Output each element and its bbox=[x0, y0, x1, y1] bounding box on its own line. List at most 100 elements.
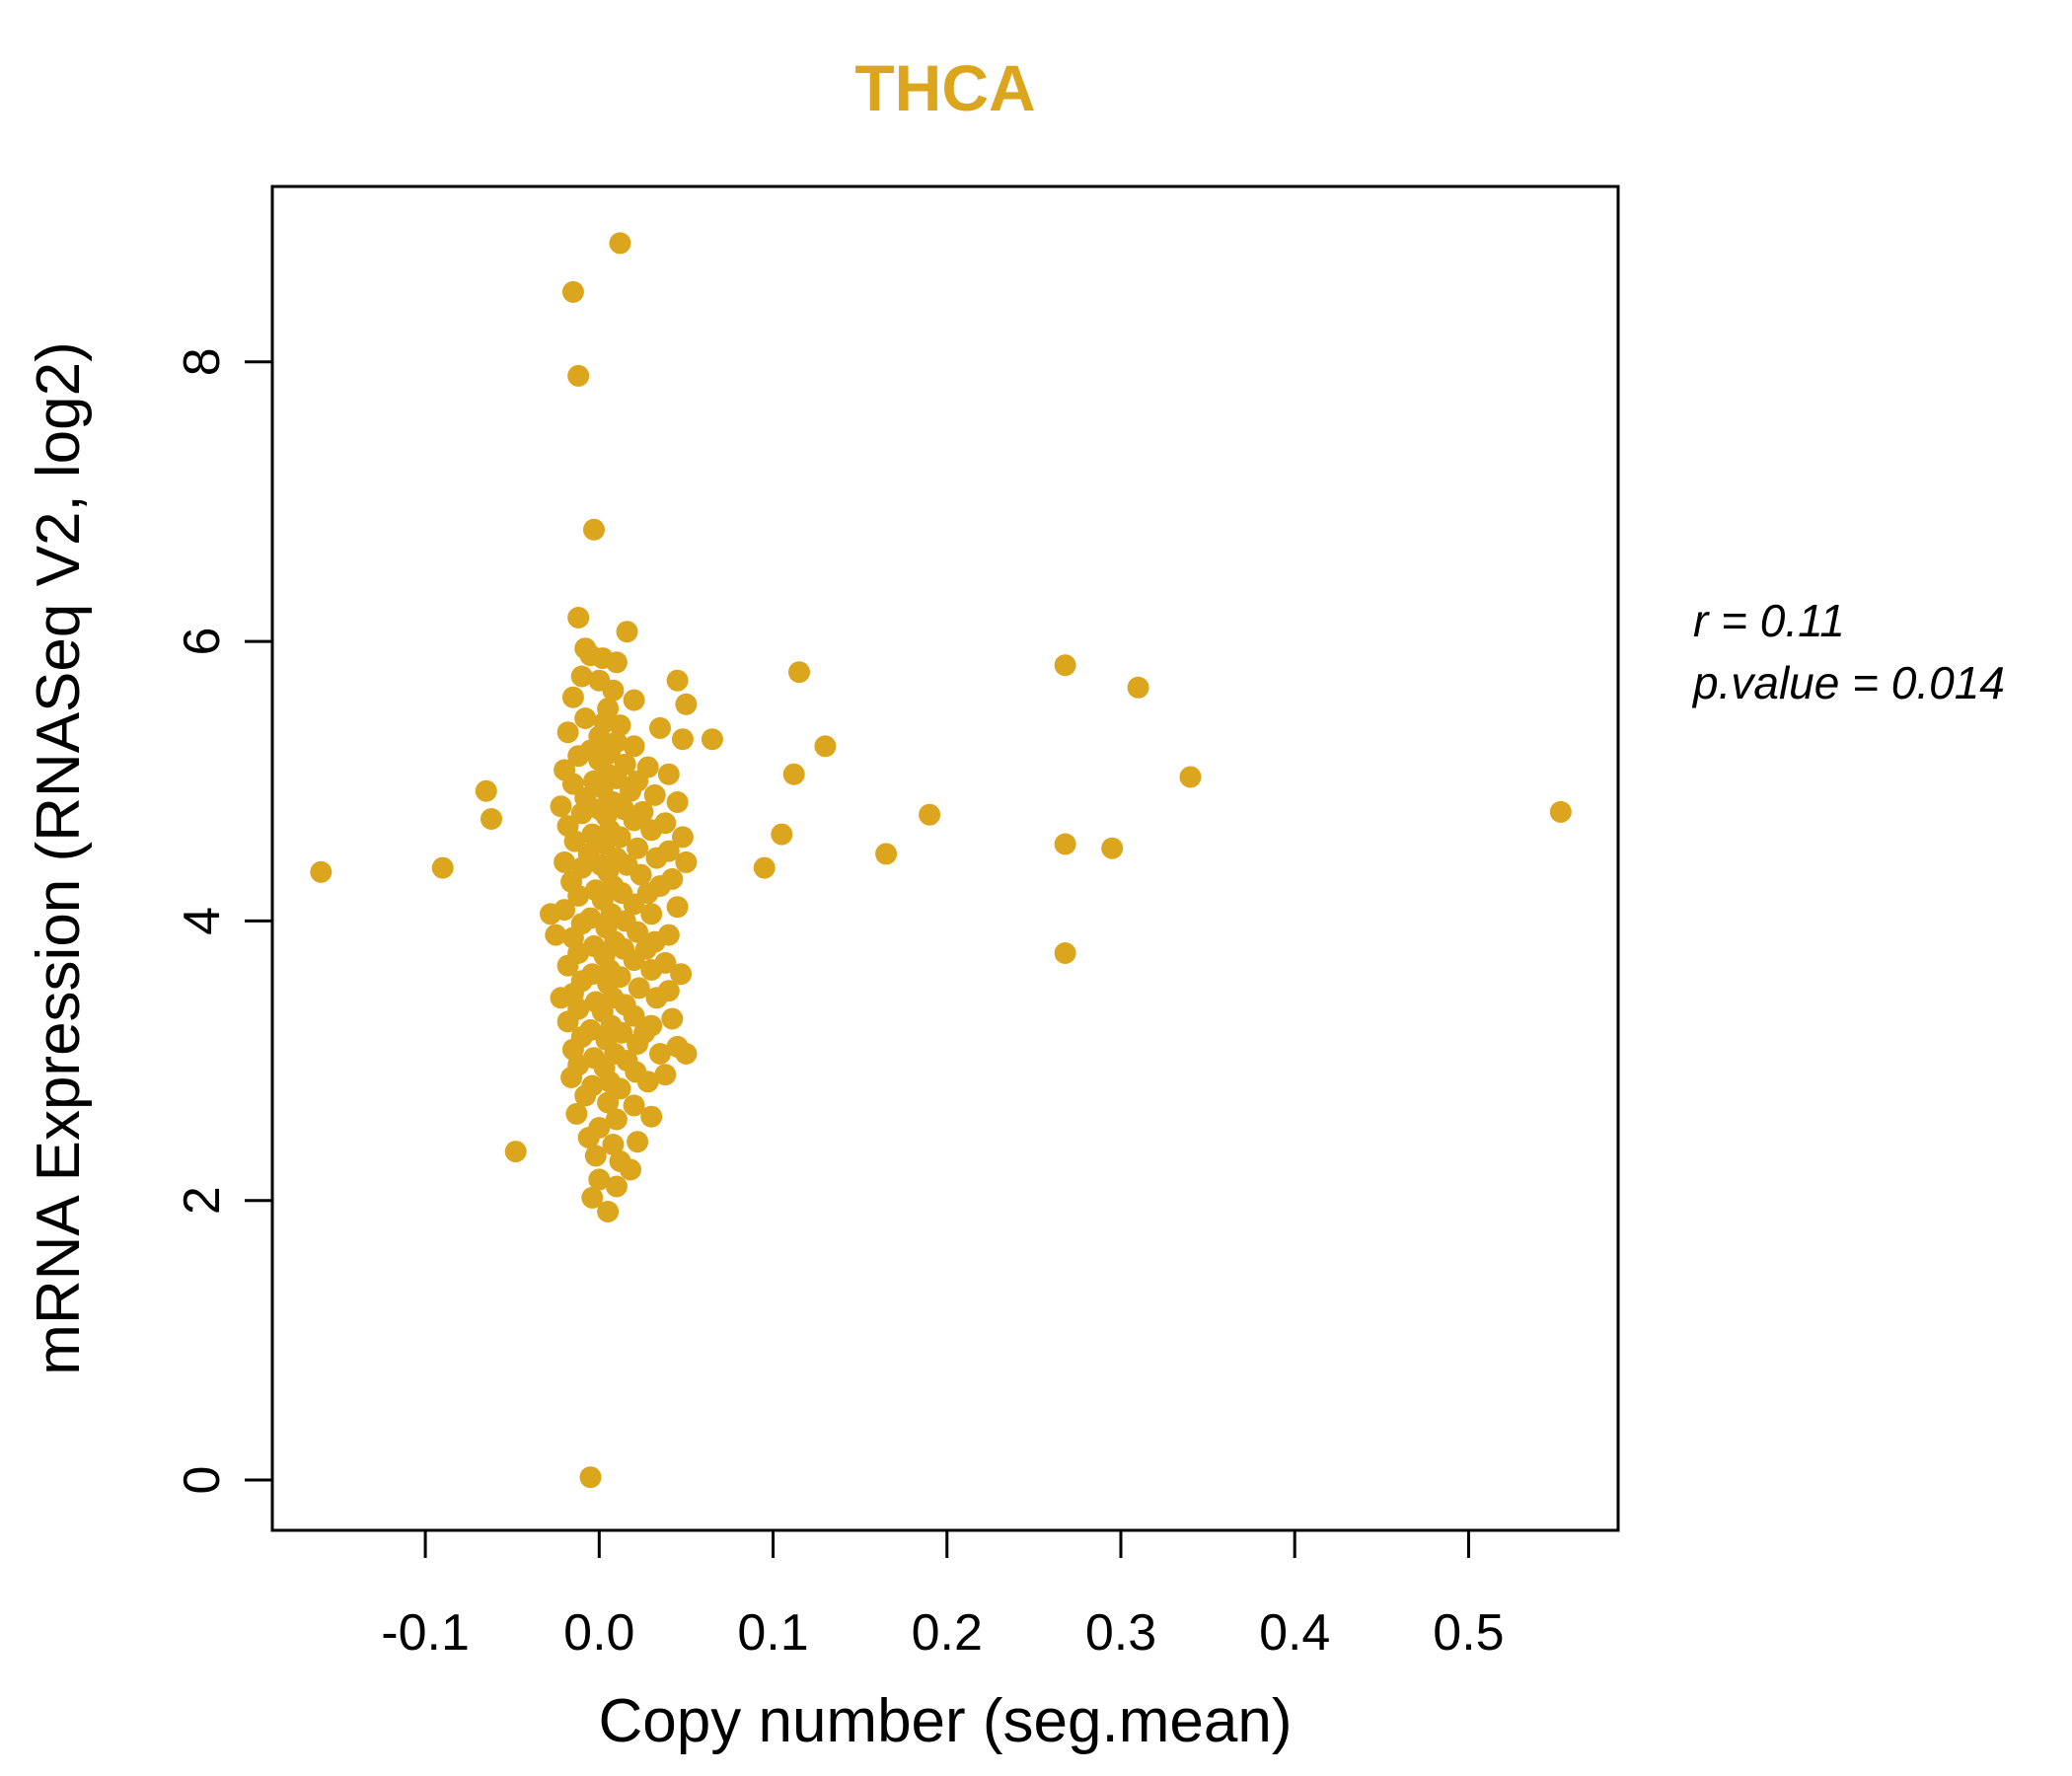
p-value-annotation: p.value = 0.014 bbox=[1691, 657, 2005, 708]
data-point bbox=[556, 721, 579, 744]
data-point bbox=[628, 977, 650, 999]
r-value-annotation: r = 0.11 bbox=[1693, 595, 1845, 646]
y-tick-label: 0 bbox=[174, 1466, 231, 1495]
data-point bbox=[605, 1175, 628, 1198]
x-tick-label: 0.5 bbox=[1433, 1604, 1504, 1662]
data-point bbox=[623, 893, 645, 916]
data-point bbox=[814, 735, 837, 758]
data-point bbox=[588, 1168, 611, 1191]
data-point bbox=[643, 783, 666, 806]
data-point bbox=[629, 863, 652, 886]
data-point bbox=[919, 803, 941, 826]
data-point bbox=[620, 1158, 641, 1181]
data-point bbox=[671, 728, 694, 751]
x-axis-ticks: -0.1 0.0 0.1 0.2 0.3 0.4 0.5 bbox=[381, 1530, 1505, 1662]
data-point bbox=[670, 963, 693, 986]
plot-area-border bbox=[270, 185, 1620, 1532]
data-point bbox=[475, 779, 497, 802]
x-axis-label: Copy number (seg.mean) bbox=[599, 1687, 1293, 1755]
data-point bbox=[561, 686, 584, 708]
data-point bbox=[431, 856, 454, 879]
data-point bbox=[581, 1186, 604, 1209]
y-axis-label: mRNA Expression (RNASeq V2, log2) bbox=[25, 341, 93, 1375]
data-point bbox=[567, 745, 590, 768]
data-point bbox=[481, 808, 502, 830]
data-point bbox=[583, 518, 605, 541]
data-point bbox=[640, 959, 663, 981]
data-point bbox=[597, 1201, 620, 1222]
data-point bbox=[609, 1077, 631, 1100]
data-point bbox=[675, 851, 698, 873]
data-point bbox=[560, 1067, 583, 1088]
data-point bbox=[616, 621, 638, 643]
y-axis-ticks: 0 2 4 6 8 bbox=[174, 347, 272, 1494]
data-point bbox=[579, 644, 602, 667]
data-point bbox=[640, 903, 663, 925]
data-point bbox=[771, 823, 793, 846]
data-point bbox=[574, 1084, 597, 1107]
data-point bbox=[875, 843, 898, 865]
data-point bbox=[649, 716, 671, 739]
data-point bbox=[570, 802, 593, 825]
data-point bbox=[645, 987, 668, 1009]
data-point bbox=[574, 707, 597, 729]
data-point bbox=[657, 763, 680, 785]
data-point bbox=[1549, 800, 1572, 823]
data-point bbox=[545, 924, 567, 946]
data-point bbox=[645, 847, 668, 869]
data-point bbox=[605, 1108, 628, 1131]
data-point bbox=[627, 921, 649, 943]
data-point bbox=[1179, 766, 1202, 788]
data-point bbox=[623, 735, 645, 758]
data-point bbox=[556, 954, 579, 977]
data-point bbox=[623, 689, 645, 711]
data-point bbox=[567, 364, 590, 387]
data-point bbox=[584, 1145, 607, 1167]
data-points bbox=[310, 232, 1572, 1489]
data-point bbox=[563, 830, 586, 852]
data-point bbox=[623, 1004, 645, 1027]
data-point bbox=[666, 669, 689, 692]
data-point bbox=[577, 1127, 600, 1148]
data-point bbox=[609, 232, 631, 255]
x-tick-label: -0.1 bbox=[381, 1604, 470, 1662]
y-tick-label: 2 bbox=[174, 1186, 231, 1215]
data-point bbox=[565, 1102, 588, 1125]
data-point bbox=[671, 826, 694, 849]
data-point bbox=[1054, 654, 1076, 677]
data-point bbox=[597, 1091, 620, 1114]
data-point bbox=[620, 779, 641, 802]
data-point bbox=[666, 791, 689, 813]
data-point bbox=[788, 661, 810, 684]
data-point bbox=[666, 896, 689, 919]
data-point bbox=[567, 607, 590, 629]
data-point bbox=[550, 987, 572, 1009]
data-point bbox=[701, 728, 723, 751]
data-point bbox=[623, 949, 645, 972]
data-point bbox=[602, 679, 625, 702]
data-point bbox=[661, 1007, 684, 1030]
data-point bbox=[753, 856, 776, 879]
x-tick-label: 0.1 bbox=[737, 1604, 808, 1662]
y-tick-label: 6 bbox=[174, 628, 231, 656]
x-tick-label: 0.0 bbox=[563, 1604, 634, 1662]
data-point bbox=[640, 1105, 663, 1128]
y-tick-label: 8 bbox=[174, 347, 231, 376]
data-point bbox=[310, 860, 333, 883]
chart-title: THCA bbox=[854, 51, 1035, 124]
y-tick-label: 4 bbox=[174, 907, 231, 935]
data-point bbox=[605, 651, 628, 674]
data-point bbox=[556, 1010, 579, 1033]
data-point bbox=[623, 809, 645, 832]
data-point bbox=[504, 1141, 527, 1163]
data-point bbox=[1054, 942, 1076, 964]
data-point bbox=[1054, 833, 1076, 855]
data-point bbox=[561, 280, 584, 303]
x-tick-label: 0.3 bbox=[1085, 1604, 1156, 1662]
data-point bbox=[554, 851, 576, 873]
data-point bbox=[567, 884, 590, 907]
data-point bbox=[570, 665, 593, 688]
data-point bbox=[649, 1043, 671, 1065]
